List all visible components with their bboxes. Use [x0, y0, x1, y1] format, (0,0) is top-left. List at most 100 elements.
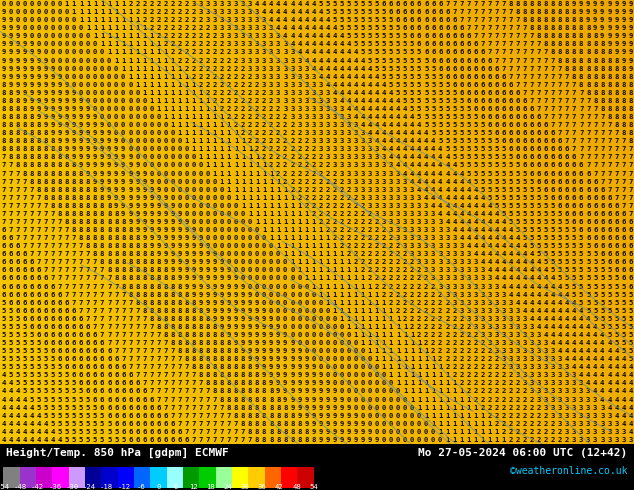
- Text: 5: 5: [474, 154, 477, 160]
- Text: 7: 7: [529, 49, 534, 55]
- Text: 1: 1: [178, 98, 182, 104]
- Text: 2: 2: [354, 219, 358, 225]
- Text: 8: 8: [311, 437, 316, 443]
- Text: 1: 1: [481, 429, 485, 435]
- Text: 3: 3: [361, 154, 365, 160]
- Text: 8: 8: [1, 122, 6, 128]
- Text: 8: 8: [86, 219, 90, 225]
- Text: 0: 0: [227, 235, 231, 241]
- Text: 6: 6: [30, 324, 34, 330]
- Text: 3: 3: [318, 106, 323, 112]
- Text: 7: 7: [93, 259, 97, 265]
- Text: 6: 6: [558, 187, 562, 193]
- Text: 2: 2: [276, 106, 280, 112]
- Text: 8: 8: [178, 316, 182, 322]
- Text: 4: 4: [1, 429, 6, 435]
- Text: 0: 0: [157, 171, 160, 176]
- Text: 2: 2: [304, 147, 309, 152]
- Text: 9: 9: [142, 227, 146, 233]
- Text: 4: 4: [311, 49, 316, 55]
- Text: 7: 7: [551, 122, 555, 128]
- Text: 7: 7: [22, 227, 27, 233]
- Text: 4: 4: [269, 1, 273, 7]
- Text: 2: 2: [283, 147, 287, 152]
- Text: 4: 4: [417, 122, 422, 128]
- Text: 3: 3: [600, 421, 604, 427]
- Text: 3: 3: [452, 235, 456, 241]
- Text: 2: 2: [191, 49, 196, 55]
- Text: 8: 8: [114, 211, 119, 217]
- Text: 8: 8: [276, 421, 280, 427]
- Text: 6: 6: [474, 106, 477, 112]
- Text: 7: 7: [79, 275, 83, 281]
- Text: 3: 3: [417, 259, 422, 265]
- Text: 5: 5: [537, 227, 541, 233]
- Text: 4: 4: [459, 211, 463, 217]
- Text: 5: 5: [445, 82, 450, 88]
- Text: 9: 9: [234, 332, 238, 338]
- Text: 1: 1: [389, 324, 393, 330]
- Text: 6: 6: [495, 130, 499, 136]
- Text: 0: 0: [290, 284, 295, 290]
- Text: 1: 1: [276, 211, 280, 217]
- Text: 6: 6: [481, 49, 485, 55]
- Text: 2: 2: [438, 324, 443, 330]
- Text: 2: 2: [354, 227, 358, 233]
- Text: 9: 9: [212, 251, 217, 257]
- Text: 3: 3: [495, 284, 499, 290]
- Text: 0: 0: [157, 179, 160, 185]
- Text: 4: 4: [495, 259, 499, 265]
- Text: 1: 1: [445, 437, 450, 443]
- Text: 4: 4: [579, 316, 583, 322]
- Text: 8: 8: [79, 227, 83, 233]
- Text: 0: 0: [220, 243, 224, 249]
- Text: 1: 1: [304, 251, 309, 257]
- Text: 8: 8: [607, 66, 612, 72]
- Text: 8: 8: [241, 372, 245, 378]
- Text: 9: 9: [171, 243, 175, 249]
- Text: 48: 48: [292, 484, 301, 490]
- Text: 4: 4: [459, 179, 463, 185]
- Text: 8: 8: [121, 243, 126, 249]
- Text: 8: 8: [248, 372, 252, 378]
- Text: 5: 5: [551, 251, 555, 257]
- Text: 5: 5: [586, 284, 590, 290]
- Text: 7: 7: [79, 292, 83, 297]
- Text: 9: 9: [311, 372, 316, 378]
- Text: 3: 3: [438, 235, 443, 241]
- Text: 5: 5: [30, 364, 34, 370]
- Text: 4: 4: [572, 324, 576, 330]
- Text: 7: 7: [565, 74, 569, 80]
- Text: 2: 2: [269, 147, 273, 152]
- Text: 5: 5: [431, 98, 436, 104]
- Text: 6: 6: [107, 405, 112, 411]
- Text: 8: 8: [22, 147, 27, 152]
- Text: 1: 1: [205, 154, 210, 160]
- Text: 8: 8: [37, 187, 41, 193]
- Text: 9: 9: [44, 106, 48, 112]
- Text: 2: 2: [297, 179, 302, 185]
- Text: 9: 9: [93, 114, 97, 120]
- Text: 0: 0: [100, 57, 105, 64]
- Text: 7: 7: [128, 300, 133, 306]
- Text: 3: 3: [354, 163, 358, 169]
- Text: 0: 0: [164, 163, 168, 169]
- Text: 1: 1: [368, 284, 372, 290]
- Text: 8: 8: [171, 284, 175, 290]
- Text: 0: 0: [396, 389, 400, 394]
- Text: 2: 2: [297, 138, 302, 144]
- Text: 8: 8: [8, 122, 13, 128]
- Text: 9: 9: [37, 49, 41, 55]
- Text: 8: 8: [37, 171, 41, 176]
- Text: 3: 3: [431, 259, 436, 265]
- Text: 8: 8: [558, 1, 562, 7]
- Text: 7: 7: [481, 17, 485, 23]
- Text: 9: 9: [8, 41, 13, 48]
- Text: 5: 5: [508, 154, 513, 160]
- Text: 9: 9: [621, 57, 626, 64]
- Text: 5: 5: [79, 389, 83, 394]
- Text: 4: 4: [529, 284, 534, 290]
- Text: 8: 8: [51, 154, 55, 160]
- Text: 7: 7: [621, 154, 626, 160]
- Text: 8: 8: [212, 332, 217, 338]
